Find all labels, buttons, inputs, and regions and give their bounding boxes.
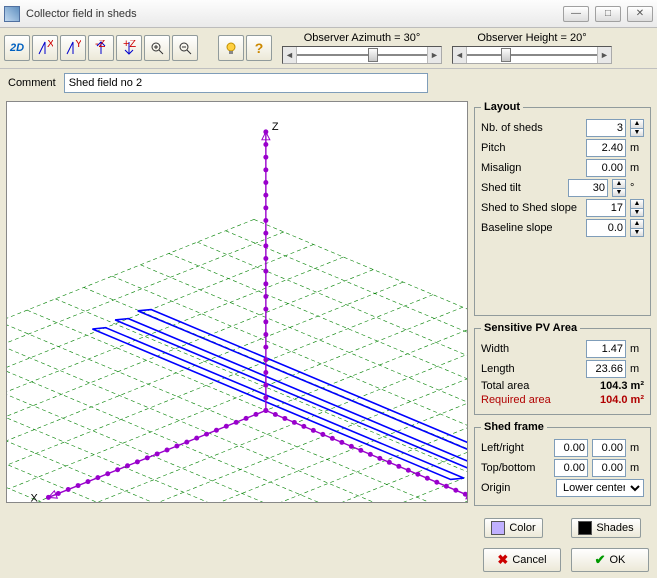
tb-top-input[interactable] — [554, 459, 588, 477]
lr-left-input[interactable] — [554, 439, 588, 457]
zoom-in-button[interactable] — [144, 35, 170, 61]
pv-area-group: Sensitive PV Area Width m Length m Total a… — [474, 322, 651, 415]
shed-frame-legend: Shed frame — [481, 421, 547, 433]
slope-label: Shed to Shed slope — [481, 202, 582, 214]
title-bar: Collector field in sheds — □ ✕ — [0, 0, 657, 28]
lr-unit: m — [630, 442, 644, 454]
height-slider-block: Observer Height = 20° ◄ ► — [452, 32, 612, 64]
swatch-row: Color Shades — [474, 518, 651, 538]
height-inc[interactable]: ► — [597, 47, 611, 63]
shades-button[interactable]: Shades — [571, 518, 640, 538]
axis-z-neg-button[interactable]: -Z — [88, 35, 114, 61]
color-button[interactable]: Color — [484, 518, 542, 538]
length-label: Length — [481, 363, 582, 375]
svg-text:X: X — [31, 492, 39, 503]
azimuth-inc[interactable]: ► — [427, 47, 441, 63]
svg-text:X: X — [47, 40, 53, 50]
pitch-input[interactable] — [586, 139, 626, 157]
nb-sheds-label: Nb. of sheds — [481, 122, 582, 134]
lr-label: Left/right — [481, 442, 550, 454]
comment-label: Comment — [8, 77, 56, 89]
svg-text:+Z: +Z — [123, 40, 136, 50]
tb-label: Top/bottom — [481, 462, 550, 474]
baseline-spin[interactable]: ▲▼ — [630, 219, 644, 237]
azimuth-label: Observer Azimuth = 30° — [304, 32, 421, 44]
shed-tilt-label: Shed tilt — [481, 182, 564, 194]
main-area: XYZ Layout Nb. of sheds ▲▼ Pitch m Misalig… — [0, 97, 657, 544]
required-area-value: 104.0 m² — [600, 394, 644, 406]
pitch-unit: m — [630, 142, 644, 154]
zoom-out-button[interactable] — [172, 35, 198, 61]
tb-unit: m — [630, 462, 644, 474]
layout-legend: Layout — [481, 101, 523, 113]
origin-label: Origin — [481, 482, 552, 494]
total-area-value: 104.3 m² — [600, 380, 644, 392]
required-area-label: Required area — [481, 394, 596, 406]
layout-group: Layout Nb. of sheds ▲▼ Pitch m Misalign m S… — [474, 101, 651, 316]
height-slider[interactable]: ◄ ► — [452, 46, 612, 64]
baseline-label: Baseline slope — [481, 222, 582, 234]
length-unit: m — [630, 363, 644, 375]
baseline-input[interactable] — [586, 219, 626, 237]
misalign-unit: m — [630, 162, 644, 174]
lr-right-input[interactable] — [592, 439, 626, 457]
axis-z-pos-button[interactable]: +Z — [116, 35, 142, 61]
lightbulb-button[interactable] — [218, 35, 244, 61]
color-label: Color — [509, 522, 535, 534]
axis-y-button[interactable]: Y — [60, 35, 86, 61]
pv-area-legend: Sensitive PV Area — [481, 322, 580, 334]
height-label: Observer Height = 20° — [477, 32, 586, 44]
azimuth-slider[interactable]: ◄ ► — [282, 46, 442, 64]
azimuth-dec[interactable]: ◄ — [283, 47, 297, 63]
right-panel: Layout Nb. of sheds ▲▼ Pitch m Misalign m S… — [474, 101, 651, 538]
comment-input[interactable] — [64, 73, 428, 93]
ok-icon: ✔ — [595, 552, 606, 568]
nb-sheds-input[interactable] — [586, 119, 626, 137]
dialog-buttons: ✖ Cancel ✔ OK — [0, 544, 657, 578]
comment-row: Comment — [0, 69, 657, 97]
app-icon — [4, 6, 20, 22]
maximize-button[interactable]: □ — [595, 6, 621, 22]
svg-text:Y: Y — [75, 40, 81, 50]
cancel-icon: ✖ — [497, 552, 508, 568]
azimuth-slider-block: Observer Azimuth = 30° ◄ ► — [282, 32, 442, 64]
shed-frame-group: Shed frame Left/right m Top/bottom m Origi… — [474, 421, 651, 506]
color-swatch — [491, 521, 505, 535]
width-unit: m — [630, 343, 644, 355]
tb-bottom-input[interactable] — [592, 459, 626, 477]
axis-x-button[interactable]: X — [32, 35, 58, 61]
minimize-button[interactable]: — — [563, 6, 589, 22]
width-input[interactable] — [586, 340, 626, 358]
svg-text:Z: Z — [272, 121, 279, 133]
view-2d-button[interactable]: 2D — [4, 35, 30, 61]
shed-tilt-input[interactable] — [568, 179, 608, 197]
shades-swatch — [578, 521, 592, 535]
close-button[interactable]: ✕ — [627, 6, 653, 22]
total-area-label: Total area — [481, 380, 596, 392]
ok-button[interactable]: ✔ OK — [571, 548, 649, 572]
help-button[interactable]: ? — [246, 35, 272, 61]
pitch-label: Pitch — [481, 142, 582, 154]
misalign-input[interactable] — [586, 159, 626, 177]
nb-sheds-spin[interactable]: ▲▼ — [630, 119, 644, 137]
window-title: Collector field in sheds — [26, 8, 563, 20]
svg-text:-Z: -Z — [95, 40, 106, 50]
width-label: Width — [481, 343, 582, 355]
shades-label: Shades — [596, 522, 633, 534]
viewport-3d[interactable]: XYZ — [6, 101, 468, 503]
toolbar: 2D X Y -Z +Z ? Observer Azimuth = 30° ◄ … — [0, 28, 657, 69]
slope-input[interactable] — [586, 199, 626, 217]
misalign-label: Misalign — [481, 162, 582, 174]
ok-label: OK — [610, 554, 626, 566]
slope-spin[interactable]: ▲▼ — [630, 199, 644, 217]
shed-tilt-spin[interactable]: ▲▼ — [612, 179, 626, 197]
origin-select[interactable]: Lower center — [556, 479, 644, 497]
cancel-button[interactable]: ✖ Cancel — [483, 548, 561, 572]
window-buttons: — □ ✕ — [563, 6, 653, 22]
length-input[interactable] — [586, 360, 626, 378]
shed-tilt-unit: ° — [630, 182, 644, 194]
cancel-label: Cancel — [512, 554, 546, 566]
height-dec[interactable]: ◄ — [453, 47, 467, 63]
